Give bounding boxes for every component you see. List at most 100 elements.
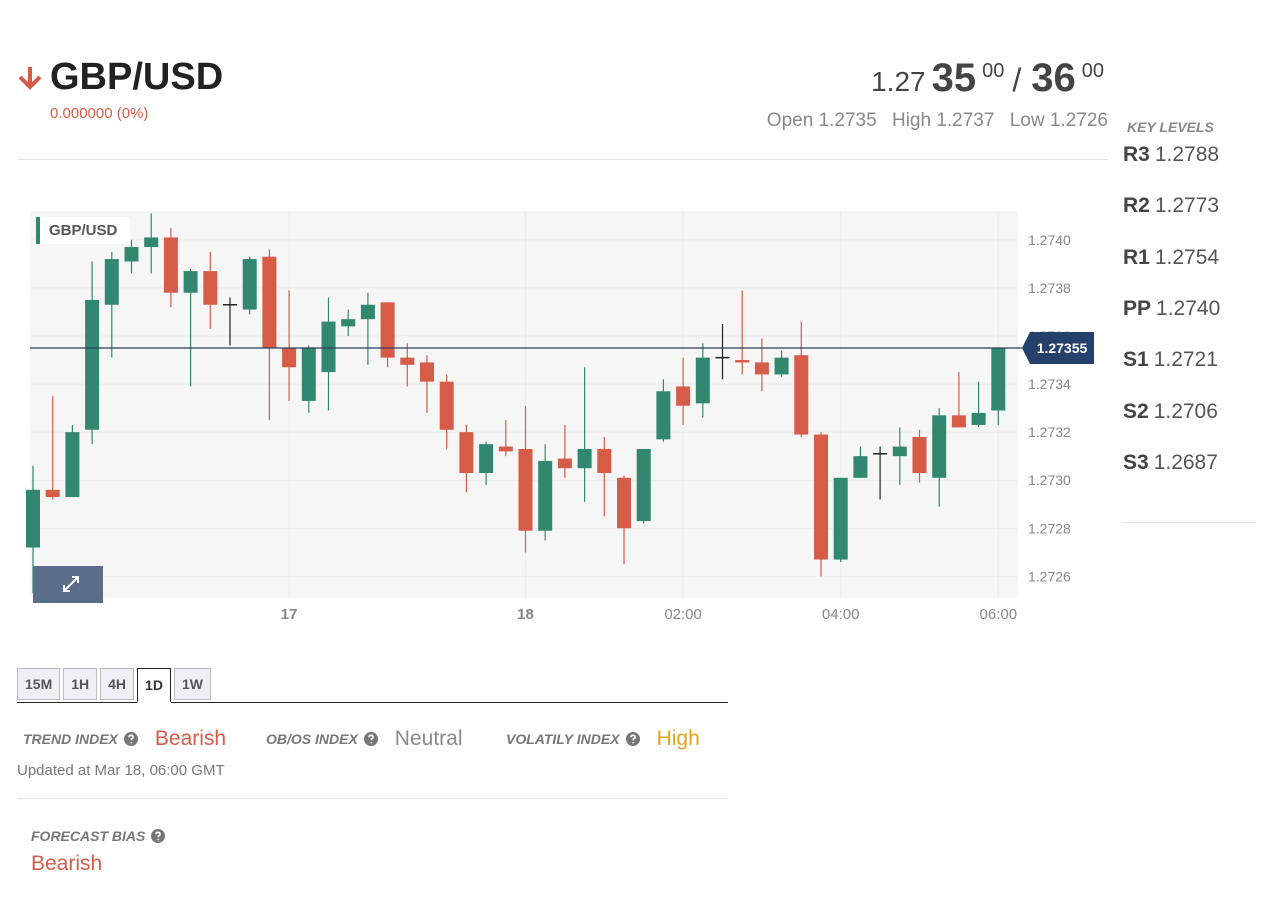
candle-body <box>124 247 139 262</box>
help-icon[interactable] <box>123 732 138 746</box>
divider <box>17 159 1108 160</box>
separator: / <box>1012 62 1022 98</box>
legend-label: GBP/USD <box>49 222 118 239</box>
stat-label: High <box>891 110 932 131</box>
candle-body <box>203 271 218 305</box>
candle-body <box>183 271 198 293</box>
obos-index: OB/OS INDEX Neutral <box>266 727 463 751</box>
stat-label: Open <box>766 110 814 131</box>
level-value: 1.2740 <box>1156 296 1221 320</box>
timeframe-tab[interactable]: 4H <box>100 668 135 700</box>
key-level: R3 1.2788 <box>1123 143 1219 167</box>
divider <box>17 798 728 799</box>
candle-body <box>557 458 572 469</box>
forecast-bias: FORECAST BIAS <box>31 828 166 844</box>
candle-body <box>617 477 631 529</box>
candle-body <box>676 386 691 406</box>
candle-body <box>144 237 159 248</box>
candle-body <box>971 412 986 425</box>
candle-body <box>420 362 434 382</box>
candle-body <box>45 489 60 498</box>
candle-body <box>695 357 710 404</box>
timeframe-tab[interactable]: 15M <box>17 668 61 700</box>
last-price-tag <box>1022 332 1094 365</box>
candle-body <box>400 357 415 365</box>
candle-body <box>301 348 316 401</box>
candle-body <box>85 299 100 430</box>
y-tick-label: 1.2728 <box>1028 520 1071 536</box>
candle-body <box>538 460 553 531</box>
key-level: S3 1.2687 <box>1123 451 1218 475</box>
index-label: TREND INDEX <box>23 731 118 747</box>
symbol: GBP/USD <box>50 56 224 98</box>
candle-body <box>577 448 592 469</box>
bid-small: 00 <box>982 60 1005 82</box>
y-tick-label: 1.2740 <box>1028 232 1071 248</box>
key-level: PP 1.2740 <box>1123 297 1220 321</box>
x-tick-label: 18 <box>517 606 534 623</box>
candle-body <box>341 319 356 327</box>
forecast-value: Bearish <box>31 852 103 875</box>
candle-body <box>892 446 907 457</box>
candle-body <box>380 302 395 358</box>
volatility-index: VOLATILY INDEX High <box>506 727 700 751</box>
candle-body <box>636 448 651 522</box>
candle-body <box>26 489 40 548</box>
plot-background <box>30 211 1018 598</box>
y-tick-label: 1.2726 <box>1028 568 1071 584</box>
index-label: VOLATILY INDEX <box>506 731 620 747</box>
x-tick-label: 02:00 <box>664 606 702 623</box>
level-name: R1 <box>1123 245 1150 269</box>
candle-body <box>853 456 868 478</box>
y-tick-label: 1.2732 <box>1028 424 1071 440</box>
candle-body <box>518 448 533 531</box>
quote-prefix: 1.27 <box>871 66 926 97</box>
candle-body <box>65 432 80 498</box>
help-icon[interactable] <box>625 732 640 746</box>
candle-body <box>459 432 474 474</box>
level-value: 1.2706 <box>1153 399 1218 423</box>
level-value: 1.2721 <box>1153 348 1218 372</box>
candle-body <box>360 304 375 320</box>
candle-body <box>991 348 1006 411</box>
candle-body <box>754 362 769 375</box>
timeframe-tab[interactable]: 1H <box>63 668 98 700</box>
stat-value: 1.2735 <box>818 110 877 131</box>
stat-label: Low <box>1009 110 1045 131</box>
expand-button[interactable] <box>33 566 103 603</box>
timeframe-tabs: 15M 1H 4H 1D 1W <box>17 668 728 703</box>
candle-body <box>282 348 297 368</box>
candle-body <box>163 237 178 293</box>
timeframe-tab[interactable]: 1D <box>137 668 171 703</box>
chart: 1.27261.27281.27301.27321.27341.27361.27… <box>26 211 1094 623</box>
level-value: 1.2754 <box>1154 245 1220 269</box>
updated: Updated at Mar 18, 06:00 GMT <box>17 762 225 779</box>
legend-marker <box>36 217 40 244</box>
timeframe-tab[interactable]: 1W <box>173 668 211 700</box>
candle-body <box>912 436 927 474</box>
candle-body <box>223 303 237 306</box>
help-icon[interactable] <box>363 732 378 746</box>
help-icon[interactable] <box>151 829 166 843</box>
change: 0.000000 (0%) <box>50 105 149 122</box>
index-label: OB/OS INDEX <box>266 731 358 747</box>
ask-small: 00 <box>1081 60 1104 82</box>
x-tick-label: 17 <box>281 606 298 623</box>
candle-body <box>262 256 277 349</box>
level-name: PP <box>1123 296 1152 320</box>
candle-body <box>321 321 336 373</box>
x-tick-label: 06:00 <box>980 606 1018 623</box>
candle-body <box>873 453 888 455</box>
candle-body <box>242 259 257 310</box>
level-value: 1.2788 <box>1154 143 1220 166</box>
expand-icon <box>63 576 79 592</box>
candle-body <box>479 444 494 474</box>
level-name: R2 <box>1123 194 1150 218</box>
legend-box <box>36 217 130 244</box>
candle-body <box>715 356 730 359</box>
bid-big: 35 <box>931 56 977 100</box>
level-name: S3 <box>1123 450 1149 474</box>
candle-body <box>597 448 612 474</box>
level-name: R3 <box>1123 143 1150 166</box>
